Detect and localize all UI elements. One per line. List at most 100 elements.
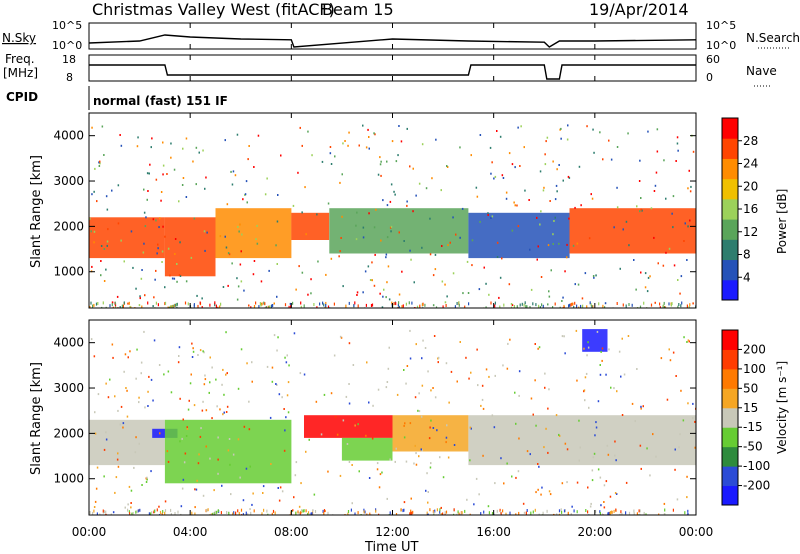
ground-cell — [595, 509, 597, 513]
scatter-cell — [180, 505, 183, 508]
power-y-axis: 1000 2000 3000 4000 — [53, 129, 696, 279]
scatter-cell — [499, 135, 502, 138]
scatter-cell — [294, 474, 297, 477]
ground-cell — [206, 508, 208, 512]
scatter-cell — [468, 377, 470, 380]
scatter-cell — [603, 501, 605, 503]
scatter-cell — [692, 302, 694, 305]
scatter-cell — [138, 401, 140, 404]
scatter-cell — [124, 353, 127, 356]
scatter-cell — [447, 244, 449, 247]
ground-cell — [187, 302, 189, 306]
scatter-cell — [571, 505, 573, 508]
scatter-cell — [236, 298, 239, 301]
scatter-cell — [417, 409, 419, 412]
ground-cell — [127, 508, 129, 512]
scatter-cell — [124, 506, 126, 509]
scatter-cell — [552, 243, 554, 245]
scatter-cell — [95, 487, 98, 490]
scatter-cell — [620, 375, 622, 378]
ground-cell — [156, 508, 158, 512]
scatter-cell — [595, 426, 598, 429]
scatter-cell — [655, 171, 658, 174]
scatter-cell — [514, 166, 516, 169]
scatter-cell — [485, 368, 488, 371]
scatter-cell — [246, 201, 248, 204]
ground-cell — [263, 301, 265, 305]
scatter-cell — [142, 251, 145, 254]
scatter-cell — [255, 238, 257, 241]
ground-cell — [295, 511, 297, 515]
scatter-cell — [91, 126, 93, 129]
ground-cell — [264, 302, 266, 306]
scatter-cell — [269, 416, 272, 419]
scatter-cell — [153, 296, 155, 299]
scatter-cell — [505, 191, 508, 194]
scatter-cell — [283, 449, 286, 452]
scatter-cell — [143, 330, 145, 333]
scatter-cell — [619, 267, 621, 270]
scatter-cell — [203, 383, 206, 386]
scatter-cell — [436, 429, 438, 432]
ground-cell — [458, 301, 460, 305]
scatter-cell — [599, 476, 602, 479]
scatter-cell — [345, 395, 348, 398]
ground-cell — [659, 302, 661, 306]
scatter-cell — [686, 475, 688, 478]
scatter-cell — [639, 513, 641, 515]
ground-cell — [250, 511, 252, 515]
scatter-cell — [445, 362, 448, 365]
ground-cell — [215, 304, 217, 308]
scatter-cell — [197, 354, 199, 356]
scatter-cell — [391, 140, 394, 143]
scatter-cell — [657, 262, 659, 265]
ground-cell — [435, 306, 438, 308]
scatter-cell — [271, 380, 274, 383]
scatter-cell — [421, 143, 424, 146]
scatter-cell — [430, 419, 432, 422]
scatter-cell — [446, 166, 449, 168]
ground-cell — [235, 511, 237, 515]
scatter-cell — [209, 381, 211, 384]
scatter-cell — [558, 164, 560, 166]
scatter-cell — [341, 173, 343, 176]
scatter-cell — [481, 384, 484, 387]
scatter-cell — [239, 263, 242, 266]
ground-cell — [411, 511, 413, 515]
ground-cell — [582, 304, 584, 308]
scatter-cell — [173, 168, 176, 171]
scatter-cell — [456, 380, 458, 383]
scatter-cell — [91, 265, 93, 268]
scatter-cell — [276, 263, 278, 265]
scatter-cell — [164, 500, 167, 503]
velocity-heatmap — [89, 329, 696, 515]
scatter-cell — [401, 270, 403, 273]
ground-cell — [220, 302, 222, 306]
scatter-cell — [553, 513, 555, 515]
ground-cell — [664, 306, 666, 308]
ground-cell — [439, 510, 441, 514]
scatter-cell — [535, 424, 537, 427]
scatter-cell — [398, 231, 400, 234]
scatter-cell — [253, 166, 255, 168]
scatter-cell — [410, 497, 412, 500]
scatter-cell — [145, 481, 148, 483]
scatter-cell — [558, 242, 560, 245]
ground-cell — [571, 302, 573, 306]
ground-cell — [433, 513, 435, 515]
scatter-cell — [561, 300, 563, 302]
scatter-cell — [550, 269, 552, 272]
scatter-cell — [236, 133, 239, 136]
scatter-cell — [276, 384, 278, 386]
scatter-cell — [490, 172, 492, 175]
ground-cell — [480, 512, 482, 515]
ground-cell — [663, 301, 665, 305]
ground-cell — [426, 511, 428, 515]
scatter-cell — [275, 383, 277, 385]
scatter-cell — [105, 382, 107, 385]
scatter-cell — [541, 486, 543, 489]
scatter-cell — [692, 417, 694, 420]
scatter-cell — [415, 343, 417, 346]
scatter-cell — [147, 390, 149, 393]
scatter-cell — [198, 453, 200, 456]
